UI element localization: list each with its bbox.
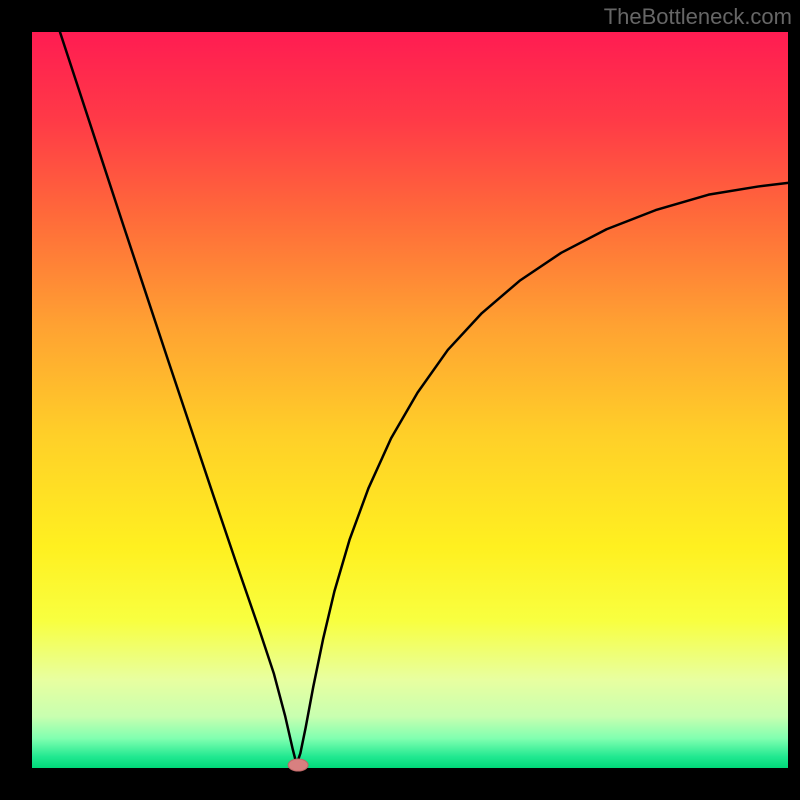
bottleneck-chart — [0, 0, 800, 800]
watermark-text: TheBottleneck.com — [604, 4, 792, 30]
chart-svg — [0, 0, 800, 800]
chart-background-gradient — [32, 32, 788, 768]
minimum-marker — [288, 759, 308, 771]
